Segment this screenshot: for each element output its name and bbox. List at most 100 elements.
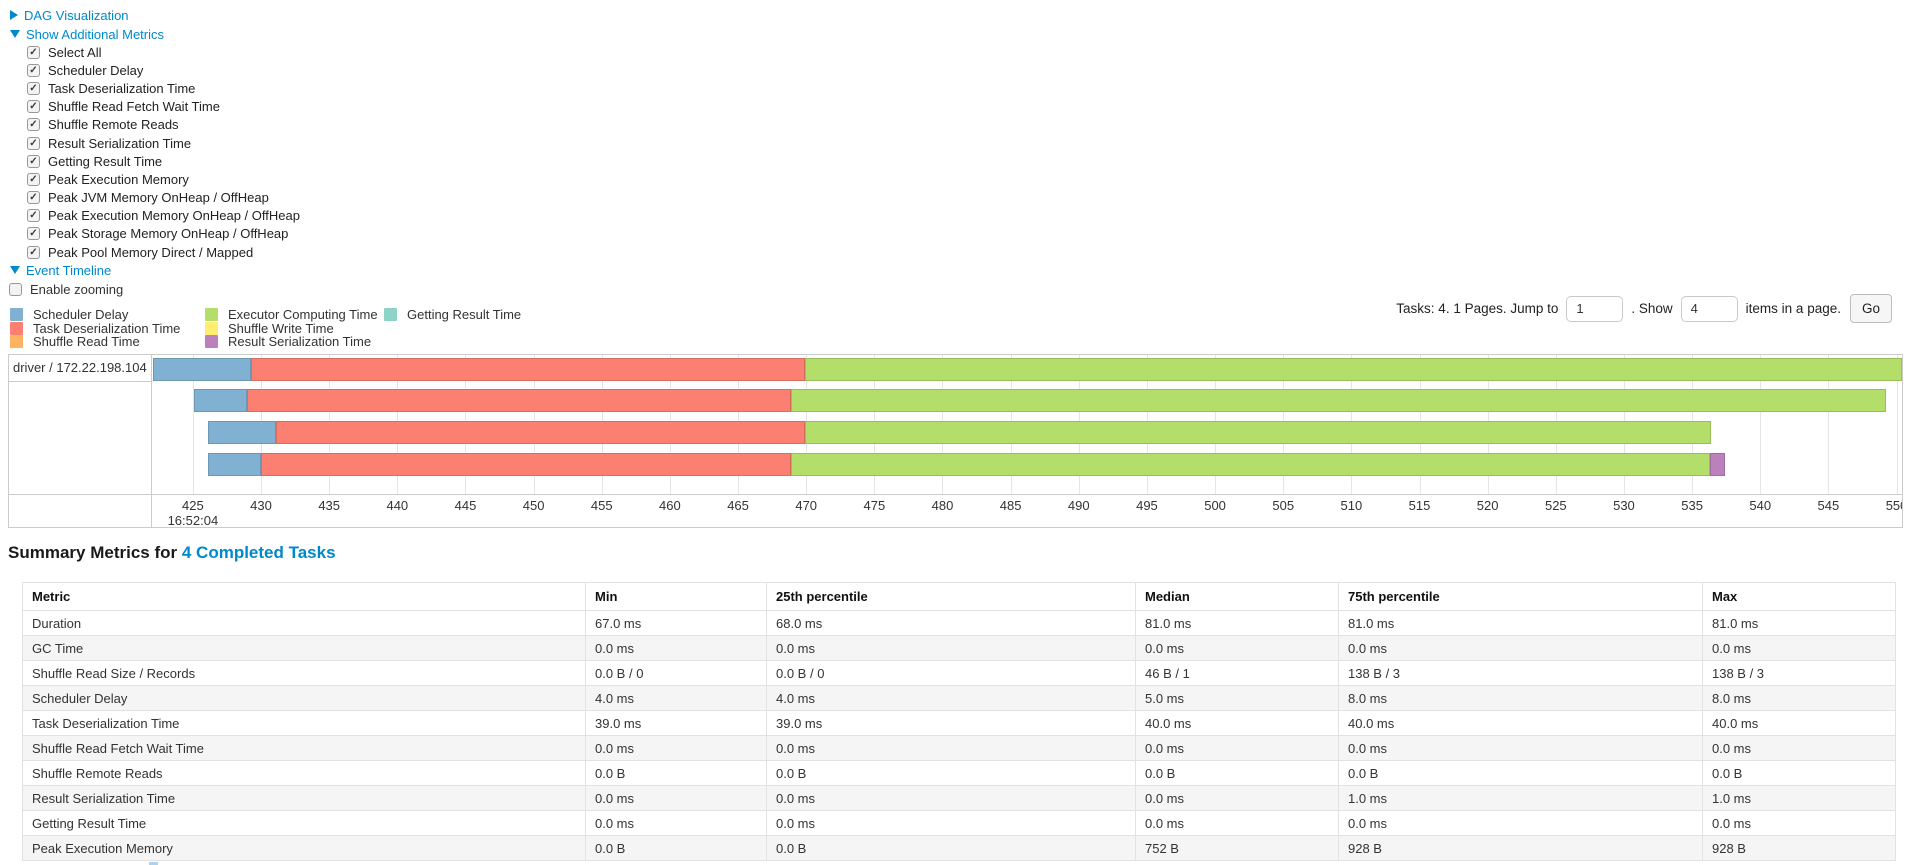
metric-checkbox-row[interactable]: Peak Pool Memory Direct / Mapped: [27, 243, 300, 261]
task-bar-segment-executor-computing[interactable]: [791, 389, 1886, 412]
legend-swatch-icon: [10, 308, 23, 322]
enable-zooming-row[interactable]: Enable zooming: [9, 280, 123, 298]
cell-min: 0.0 B: [585, 760, 767, 786]
show-additional-metrics-label: Show Additional Metrics: [26, 26, 165, 42]
task-bar-segment-executor-computing[interactable]: [791, 453, 1710, 476]
checkbox-icon[interactable]: [27, 100, 40, 114]
metric-checkbox-row[interactable]: Result Serialization Time: [27, 134, 300, 152]
table-row: Peak Execution Memory 0.0 B 0.0 B 752 B …: [22, 835, 1896, 861]
metric-checkbox-list: Select All Scheduler Delay Task Deserial…: [27, 43, 300, 261]
cell-median: 752 B: [1135, 835, 1339, 861]
cell-75th: 0.0 B: [1338, 760, 1703, 786]
task-bar-segment-scheduler-delay[interactable]: [194, 389, 248, 412]
checkbox-icon[interactable]: [27, 191, 40, 205]
cell-median: 40.0 ms: [1135, 710, 1339, 736]
table-row: Result Serialization Time 0.0 ms 0.0 ms …: [22, 785, 1896, 811]
checkbox-icon[interactable]: [27, 172, 40, 186]
task-bar-segment-task-deserialization[interactable]: [276, 421, 805, 444]
checkbox-icon[interactable]: [27, 81, 40, 95]
metric-checkbox-label: Select All: [48, 44, 102, 60]
legend-swatch-icon: [205, 308, 218, 322]
metric-checkbox-label: Peak Pool Memory Direct / Mapped: [48, 244, 254, 260]
header-25th: 25th percentile: [766, 582, 1136, 611]
table-row: Scheduler Delay 4.0 ms 4.0 ms 5.0 ms 8.0…: [22, 685, 1896, 711]
metric-checkbox-row[interactable]: Peak Storage Memory OnHeap / OffHeap: [27, 225, 300, 243]
task-bar-segment-task-deserialization[interactable]: [261, 453, 792, 476]
cell-median: 0.0 ms: [1135, 810, 1339, 836]
cell-max: 928 B: [1702, 835, 1896, 861]
checkbox-icon[interactable]: [27, 45, 40, 59]
cell-metric: Shuffle Read Size / Records: [22, 660, 586, 686]
task-bar-segment-executor-computing[interactable]: [804, 421, 1712, 444]
items-per-page-input[interactable]: [1680, 295, 1738, 322]
executor-label: driver / 172.22.198.104: [9, 355, 152, 382]
task-bar-segment-task-deserialization[interactable]: [251, 358, 805, 381]
metric-checkbox-row[interactable]: Shuffle Remote Reads: [27, 116, 300, 134]
metric-checkbox-row[interactable]: Peak Execution Memory: [27, 170, 300, 188]
metric-checkbox-row[interactable]: Task Deserialization Time: [27, 79, 300, 97]
task-bar-segment-task-deserialization[interactable]: [247, 389, 792, 412]
checkbox-icon[interactable]: [27, 136, 40, 150]
cell-metric: Peak Execution Memory: [22, 835, 586, 861]
jump-to-page-input[interactable]: [1566, 295, 1624, 322]
tick-label: 450: [522, 498, 545, 513]
task-bar-segment-executor-computing[interactable]: [804, 358, 1902, 381]
metric-checkbox-row[interactable]: Peak JVM Memory OnHeap / OffHeap: [27, 189, 300, 207]
task-bar-segment-scheduler-delay[interactable]: [153, 358, 252, 381]
metric-checkbox-row[interactable]: Shuffle Read Fetch Wait Time: [27, 98, 300, 116]
legend-item: Shuffle Write Time: [205, 320, 378, 336]
chevron-down-icon: [10, 30, 20, 38]
tick-label: 515: [1408, 498, 1431, 513]
checkbox-icon[interactable]: [27, 63, 40, 77]
cell-max: 0.0 ms: [1702, 810, 1896, 836]
dag-visualization-toggle[interactable]: DAG Visualization: [10, 6, 129, 24]
metric-checkbox-label: Peak Execution Memory OnHeap / OffHeap: [48, 208, 300, 224]
checkbox-icon[interactable]: [27, 154, 40, 168]
tick-label: 550: [1885, 498, 1902, 513]
table-row: Shuffle Read Fetch Wait Time 0.0 ms 0.0 …: [22, 735, 1896, 761]
summary-metrics-table: Metric Min 25th percentile Median 75th p…: [22, 582, 1896, 861]
cell-median: 46 B / 1: [1135, 660, 1339, 686]
cell-metric: Scheduler Delay: [22, 685, 586, 711]
gridline: [192, 355, 194, 494]
checkbox-icon[interactable]: [27, 227, 40, 241]
legend-label: Scheduler Delay: [33, 307, 129, 323]
metric-checkbox-row[interactable]: Scheduler Delay: [27, 61, 300, 79]
legend-label: Shuffle Write Time: [228, 320, 334, 336]
cell-25th: 4.0 ms: [766, 685, 1136, 711]
task-bar-segment-result-serialization[interactable]: [1709, 453, 1725, 476]
legend-swatch-icon: [10, 321, 23, 335]
cell-25th: 68.0 ms: [766, 610, 1136, 636]
cell-min: 39.0 ms: [585, 710, 767, 736]
task-bar-segment-scheduler-delay[interactable]: [207, 421, 277, 444]
pagination-show-label: . Show: [1631, 301, 1673, 316]
task-bar-segment-scheduler-delay[interactable]: [207, 453, 262, 476]
metric-checkbox-label: Peak JVM Memory OnHeap / OffHeap: [48, 190, 269, 206]
cell-max: 0.0 B: [1702, 760, 1896, 786]
enable-zooming-checkbox[interactable]: [9, 282, 22, 296]
pagination-items-label: items in a page.: [1745, 301, 1841, 316]
metric-checkbox-row[interactable]: Peak Execution Memory OnHeap / OffHeap: [27, 207, 300, 225]
cell-75th: 81.0 ms: [1338, 610, 1703, 636]
cell-25th: 0.0 ms: [766, 635, 1136, 661]
legend-column: Executor Computing Time Shuffle Write Ti…: [205, 307, 378, 349]
tick-label: 435: [318, 498, 341, 513]
gridline: [1896, 355, 1898, 494]
cell-max: 0.0 ms: [1702, 735, 1896, 761]
chevron-down-icon: [10, 266, 20, 274]
checkbox-icon[interactable]: [27, 118, 40, 132]
completed-tasks-link[interactable]: 4 Completed Tasks: [181, 543, 336, 562]
event-timeline-toggle[interactable]: Event Timeline: [10, 261, 111, 279]
metric-checkbox-row[interactable]: Select All: [27, 43, 300, 61]
cell-max: 8.0 ms: [1702, 685, 1896, 711]
cell-75th: 8.0 ms: [1338, 685, 1703, 711]
checkbox-icon[interactable]: [27, 209, 40, 223]
pagination-info: Tasks: 4. 1 Pages. Jump to: [1396, 301, 1559, 316]
metric-checkbox-row[interactable]: Getting Result Time: [27, 152, 300, 170]
legend-item: Getting Result Time: [384, 307, 521, 322]
show-additional-metrics-toggle[interactable]: Show Additional Metrics: [10, 25, 164, 43]
cell-metric: Shuffle Read Fetch Wait Time: [22, 735, 586, 761]
checkbox-icon[interactable]: [27, 245, 40, 259]
go-button[interactable]: Go: [1849, 294, 1892, 323]
legend-label: Executor Computing Time: [228, 307, 378, 323]
